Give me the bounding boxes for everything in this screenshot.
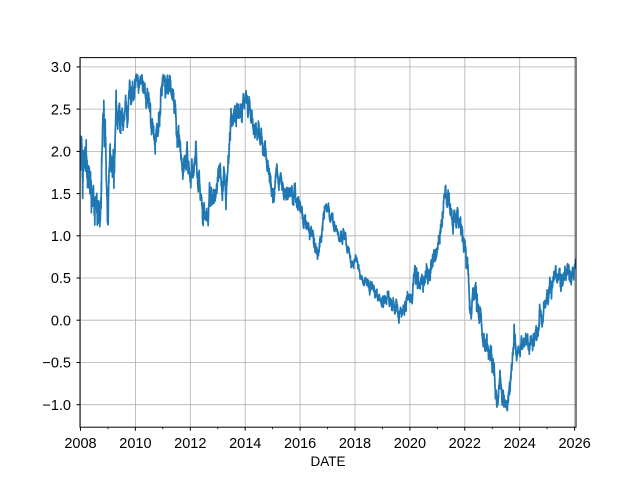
svg-text:0.5: 0.5 [51, 271, 71, 287]
svg-text:3.0: 3.0 [51, 60, 71, 76]
svg-text:−0.5: −0.5 [42, 356, 71, 372]
svg-text:1.0: 1.0 [51, 229, 71, 245]
svg-text:2.0: 2.0 [51, 145, 71, 161]
svg-text:2008: 2008 [64, 436, 96, 452]
svg-text:2.5: 2.5 [51, 102, 71, 118]
svg-text:0.0: 0.0 [51, 313, 71, 329]
svg-text:2012: 2012 [174, 436, 206, 452]
svg-text:2010: 2010 [119, 436, 151, 452]
svg-text:2022: 2022 [449, 436, 481, 452]
svg-text:2014: 2014 [229, 436, 261, 452]
svg-text:DATE: DATE [310, 454, 345, 469]
svg-text:2020: 2020 [394, 436, 426, 452]
svg-text:2026: 2026 [558, 436, 590, 452]
svg-text:2016: 2016 [284, 436, 316, 452]
svg-text:1.5: 1.5 [51, 187, 71, 203]
svg-text:2024: 2024 [504, 436, 536, 452]
svg-text:−1.0: −1.0 [42, 398, 71, 414]
svg-text:2018: 2018 [339, 436, 371, 452]
